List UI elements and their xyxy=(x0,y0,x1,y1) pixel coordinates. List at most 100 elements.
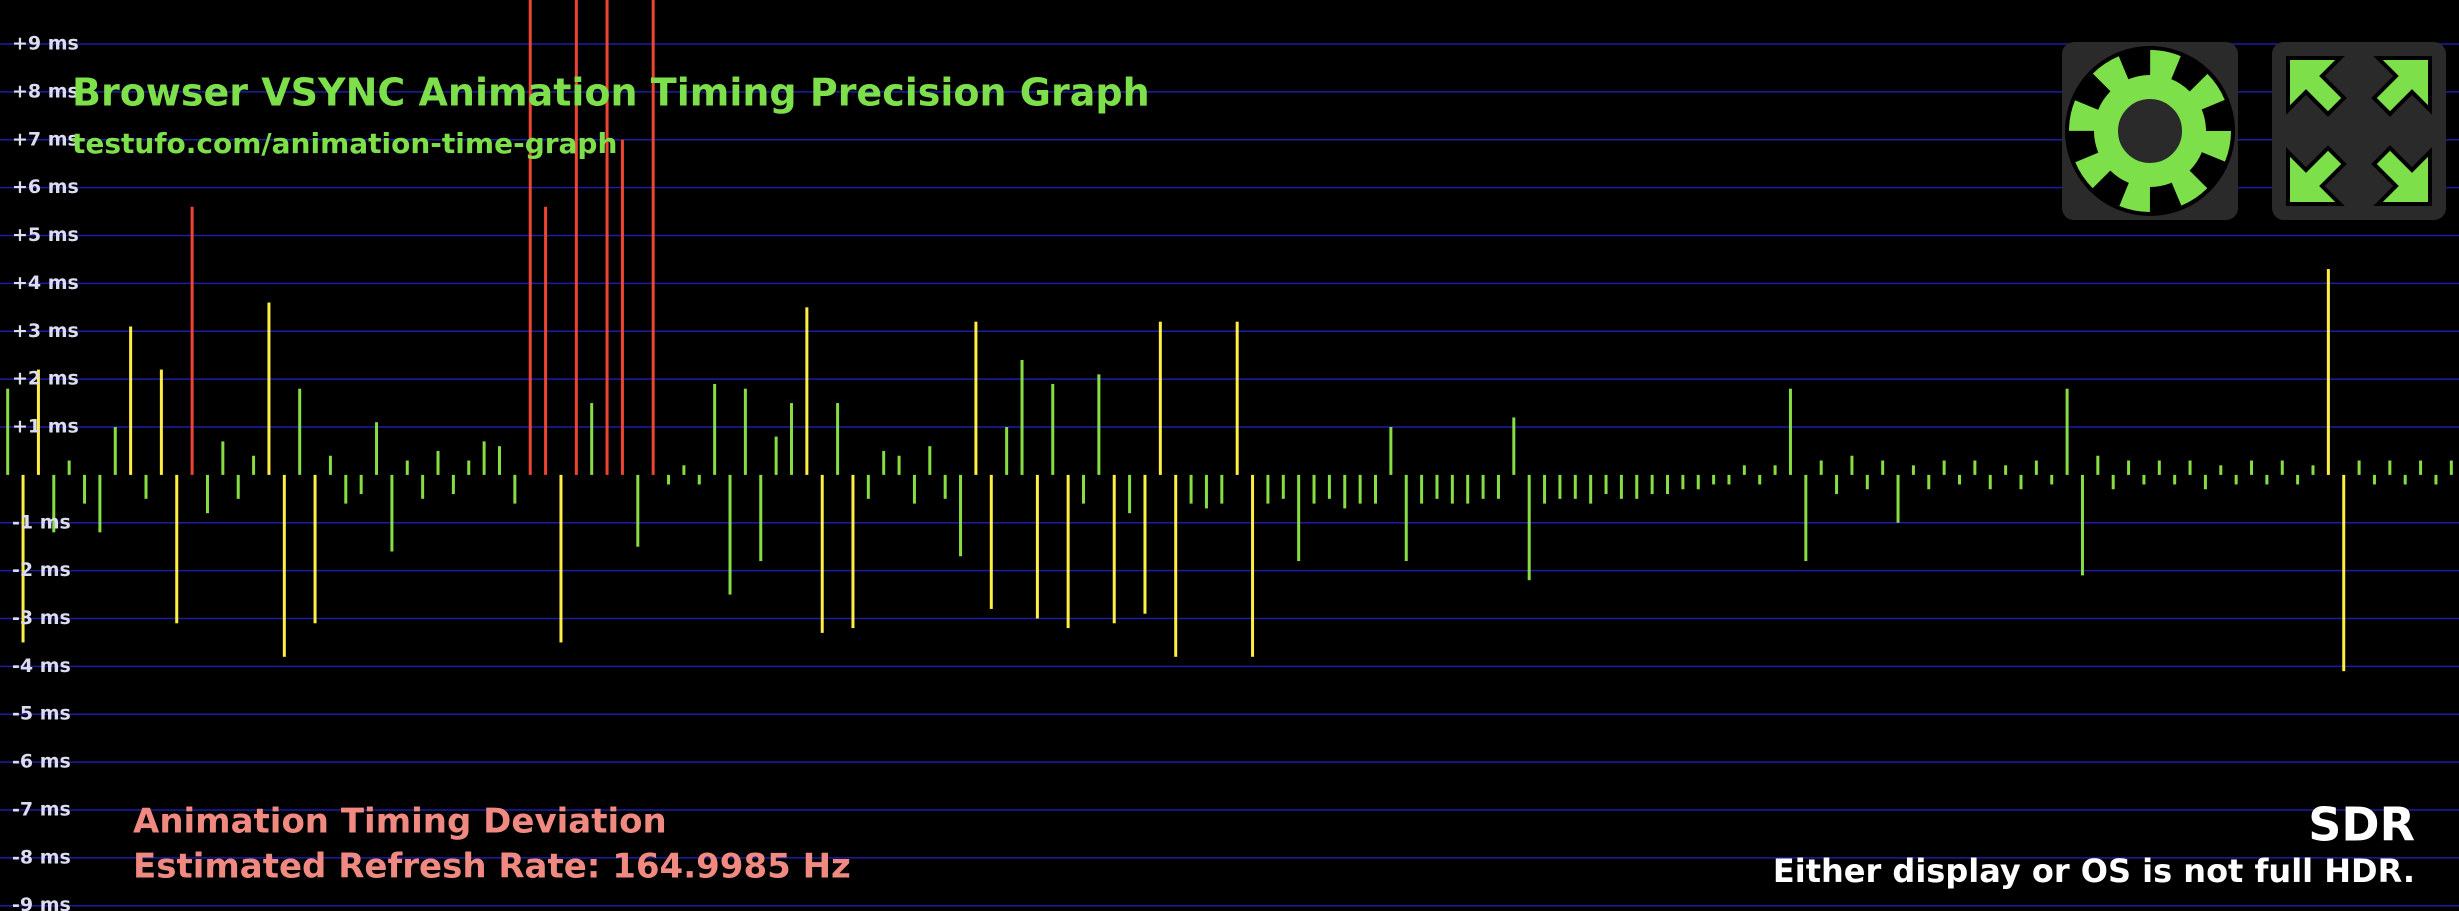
bar xyxy=(83,474,87,504)
bar xyxy=(1281,474,1285,499)
bar xyxy=(866,474,870,499)
bar xyxy=(1235,321,1239,475)
hdr-message: Either display or OS is not full HDR. xyxy=(1773,852,2415,890)
bar xyxy=(728,474,732,595)
bar xyxy=(1450,474,1454,504)
bar xyxy=(144,474,148,499)
y-tick-label: -2 ms xyxy=(12,559,71,581)
y-tick-label: +5 ms xyxy=(12,224,79,246)
bar xyxy=(1297,474,1301,562)
bar xyxy=(1650,474,1654,495)
bar xyxy=(2296,474,2300,485)
bar xyxy=(482,441,486,475)
bar xyxy=(1681,474,1685,490)
bar xyxy=(2142,474,2146,485)
bar xyxy=(2265,474,2269,485)
bar xyxy=(544,206,548,475)
bar xyxy=(98,474,102,533)
bar xyxy=(943,474,947,499)
bar xyxy=(836,403,840,475)
bar xyxy=(2173,474,2177,485)
bar xyxy=(1589,474,1593,504)
bar xyxy=(1527,474,1531,581)
bar xyxy=(1097,374,1101,475)
bar xyxy=(1942,460,1946,475)
bar xyxy=(1988,474,1992,490)
bar xyxy=(1204,474,1208,509)
bar xyxy=(805,307,809,475)
bar xyxy=(375,422,379,475)
bar xyxy=(2403,474,2407,485)
bar xyxy=(497,446,501,475)
bar xyxy=(759,474,763,562)
bar xyxy=(667,474,671,485)
bar xyxy=(959,474,963,557)
y-tick-label: -3 ms xyxy=(12,607,71,629)
bar xyxy=(1266,474,1270,504)
bar xyxy=(2434,474,2438,485)
bar xyxy=(1619,474,1623,499)
bar xyxy=(2157,460,2161,475)
bar xyxy=(559,474,563,643)
bar xyxy=(2065,388,2069,475)
bar xyxy=(1466,474,1470,504)
bar xyxy=(1865,474,1869,490)
bar xyxy=(328,455,332,475)
bar xyxy=(205,474,209,514)
bar xyxy=(974,321,978,475)
y-tick-label: -5 ms xyxy=(12,703,71,725)
bar xyxy=(267,302,271,475)
bar xyxy=(1327,474,1331,499)
bar xyxy=(1958,474,1962,485)
bar xyxy=(2004,465,2008,475)
bar xyxy=(1927,474,1931,490)
bar xyxy=(513,474,517,504)
bar xyxy=(2419,460,2423,475)
bar xyxy=(2234,474,2238,485)
bar xyxy=(820,474,824,633)
bar xyxy=(2388,460,2392,475)
bar xyxy=(6,388,10,475)
bar xyxy=(1773,465,1777,475)
bar xyxy=(2080,474,2084,576)
bar xyxy=(605,0,609,475)
y-tick-label: +6 ms xyxy=(12,176,79,198)
y-tick-label: -1 ms xyxy=(12,511,71,533)
bar xyxy=(2127,460,2131,475)
settings-button[interactable] xyxy=(2062,42,2238,220)
bar xyxy=(1404,474,1408,562)
bar xyxy=(1712,474,1716,485)
bar xyxy=(2034,460,2038,475)
bar xyxy=(1758,474,1762,485)
bar xyxy=(1312,474,1316,504)
y-tick-label: -8 ms xyxy=(12,846,71,868)
bar xyxy=(912,474,916,504)
bar xyxy=(1143,474,1147,614)
bars xyxy=(6,0,2453,672)
bar xyxy=(451,474,455,495)
bar xyxy=(1881,460,1885,475)
bar xyxy=(2219,465,2223,475)
bar xyxy=(421,474,425,499)
bar xyxy=(1819,460,1823,475)
bar xyxy=(1573,474,1577,499)
bar xyxy=(1435,474,1439,499)
bar xyxy=(390,474,394,552)
y-tick-label: +9 ms xyxy=(12,33,79,55)
bar xyxy=(2050,474,2054,485)
y-tick-label: +3 ms xyxy=(12,320,79,342)
bar xyxy=(2250,460,2254,475)
bar xyxy=(113,427,117,475)
bar xyxy=(1420,474,1424,504)
bar xyxy=(282,474,286,657)
bar xyxy=(989,474,993,609)
bar xyxy=(313,474,317,624)
bar xyxy=(1604,474,1608,495)
bar xyxy=(1066,474,1070,629)
bar xyxy=(1543,474,1547,504)
bar xyxy=(2280,460,2284,475)
annotation: Estimated Refresh Rate: 164.9985 Hz xyxy=(133,847,851,887)
bar xyxy=(1174,474,1178,657)
fullscreen-button[interactable] xyxy=(2272,42,2446,220)
